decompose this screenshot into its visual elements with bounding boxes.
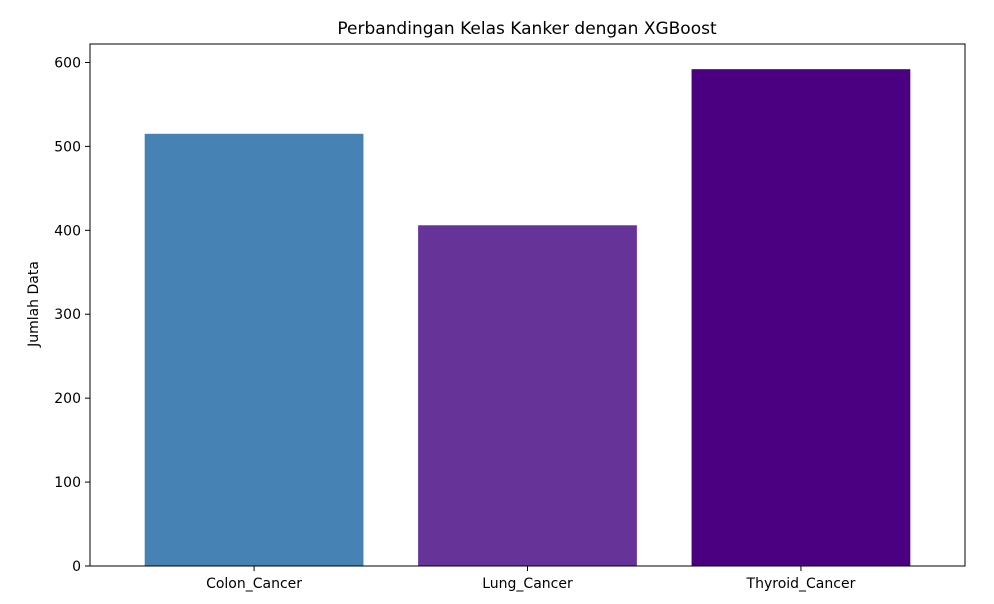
y-tick-label: 100 (54, 475, 81, 491)
bar-thyroid-cancer (691, 69, 911, 566)
y-tick-label: 600 (54, 55, 81, 71)
x-tick-label: Lung_Cancer (482, 576, 573, 592)
bar-colon-cancer (144, 133, 364, 566)
x-tick-label: Thyroid_Cancer (746, 576, 856, 592)
y-tick-label: 300 (54, 307, 81, 323)
y-tick-label: 500 (54, 139, 81, 155)
y-tick-label: 400 (54, 223, 81, 239)
y-tick-label: 200 (54, 391, 81, 407)
y-axis-label: Jumlah Data (26, 261, 42, 348)
chart-title: Perbandingan Kelas Kanker dengan XGBoost (337, 19, 717, 39)
plot-area: 0 100 200 300 400 500 600 Colon_Cancer Lung_Canc… (54, 43, 966, 592)
y-tick-label: 0 (72, 559, 81, 575)
x-tick-label: Colon_Cancer (206, 576, 302, 592)
bar-lung-cancer (418, 225, 637, 566)
